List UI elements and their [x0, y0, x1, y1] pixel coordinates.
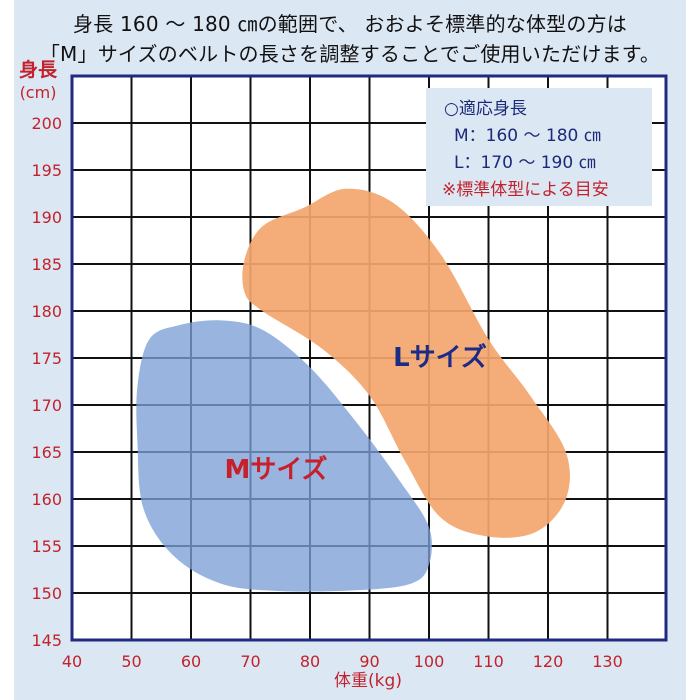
- y-tick-label: 155: [31, 537, 62, 556]
- l-size-region: [242, 188, 570, 538]
- x-tick-label: 120: [533, 652, 564, 671]
- y-tick-label: 170: [31, 396, 62, 415]
- y-tick-label: 160: [31, 490, 62, 509]
- y-tick-label: 145: [31, 631, 62, 650]
- x-axis-label: 体重(kg): [334, 671, 402, 691]
- x-tick-label: 80: [300, 652, 320, 671]
- legend-title: ○適応身長: [444, 99, 527, 119]
- tick-labels: 40 50 60 70 80 90 100 110 120 130 145 150 155 160 165 1…: [31, 114, 622, 671]
- y-tick-label: 185: [31, 255, 62, 274]
- l-size-label: Lサイズ: [393, 342, 487, 373]
- x-tick-label: 100: [414, 652, 445, 671]
- legend-note: ※標準体型による目安: [442, 180, 609, 200]
- x-tick-label: 60: [181, 652, 201, 671]
- y-tick-label: 180: [31, 302, 62, 321]
- m-size-label: Mサイズ: [224, 454, 327, 485]
- legend-l-range: L：170 〜 190 ㎝: [454, 153, 596, 173]
- y-tick-label: 150: [31, 584, 62, 603]
- y-tick-label: 200: [31, 114, 62, 133]
- x-tick-label: 40: [62, 652, 82, 671]
- heading-line-2: 「M」サイズのベルトの長さを調整することでご使用いただけます。: [39, 42, 661, 66]
- x-tick-label: 110: [473, 652, 504, 671]
- legend-box: ○適応身長 M：160 〜 180 ㎝ L：170 〜 190 ㎝ ※標準体型に…: [426, 88, 652, 206]
- y-tick-label: 190: [31, 208, 62, 227]
- x-tick-label: 130: [592, 652, 623, 671]
- y-tick-label: 175: [31, 349, 62, 368]
- x-tick-label: 70: [240, 652, 260, 671]
- heading-line-1: 身長 160 〜 180 ㎝の範囲で、 おおよそ標準的な体型の方は: [73, 12, 627, 36]
- legend-m-range: M：160 〜 180 ㎝: [454, 126, 601, 146]
- y-tick-label: 195: [31, 161, 62, 180]
- y-tick-label: 165: [31, 443, 62, 462]
- m-size-region: [136, 320, 433, 592]
- regions: [136, 188, 570, 592]
- y-axis-label: 身長: [19, 58, 58, 81]
- y-axis-unit: (cm): [20, 83, 57, 102]
- x-tick-label: 50: [121, 652, 141, 671]
- x-tick-label: 90: [359, 652, 379, 671]
- plot-border: [70, 74, 668, 642]
